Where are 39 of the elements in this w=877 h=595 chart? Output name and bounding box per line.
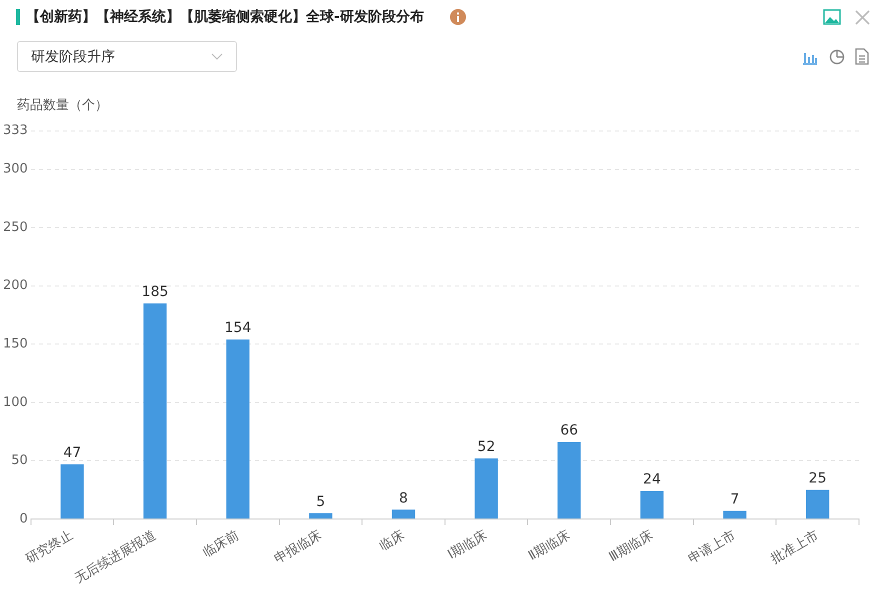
data-label: 47 (63, 444, 82, 461)
bar (806, 490, 830, 518)
bar (226, 339, 250, 518)
x-tick-label: Ⅰ期临床 (445, 528, 490, 563)
chart-title: 【创新药】【神经系统】【肌萎缩侧索硬化】全球-研发阶段分布 (26, 8, 424, 26)
bar (474, 458, 498, 518)
y-tick-label: 333 (2, 123, 28, 138)
data-label: 185 (142, 284, 168, 300)
x-tick-label: 申请上市 (686, 528, 738, 568)
y-axis-title: 药品数量（个） (17, 97, 108, 114)
y-tick-label: 250 (2, 220, 28, 235)
data-label: 8 (399, 490, 408, 506)
y-tick-label: 150 (2, 336, 28, 352)
sort-dropdown: 研发阶段升序 (17, 41, 237, 72)
x-tick-label: 申报临床 (272, 528, 324, 568)
x-tick-label: 临床 (377, 528, 408, 554)
x-tick-label: 批准上市 (768, 528, 822, 568)
bar (723, 510, 746, 518)
y-tick-label: 300 (2, 162, 28, 177)
data-label: 25 (808, 470, 827, 486)
data-label: 24 (643, 472, 661, 488)
data-label: 5 (316, 494, 326, 510)
bar (640, 491, 664, 518)
y-tick-label: 50 (11, 453, 28, 468)
y-tick-label: 100 (2, 394, 28, 410)
bar (143, 303, 167, 518)
x-tick-label: Ⅱ期临床 (526, 528, 573, 564)
x-tick-label: 临床前 (200, 528, 242, 561)
data-label: 66 (560, 422, 578, 439)
y-tick-label: 200 (2, 278, 28, 294)
x-tick-label: Ⅲ期临床 (606, 528, 656, 566)
bar (60, 464, 84, 518)
data-label: 52 (477, 439, 496, 456)
data-label: 154 (224, 320, 252, 336)
bar (309, 513, 332, 518)
data-label: 7 (730, 491, 740, 508)
y-tick-label: 0 (20, 511, 28, 526)
bar (558, 442, 581, 518)
bar (392, 510, 416, 518)
